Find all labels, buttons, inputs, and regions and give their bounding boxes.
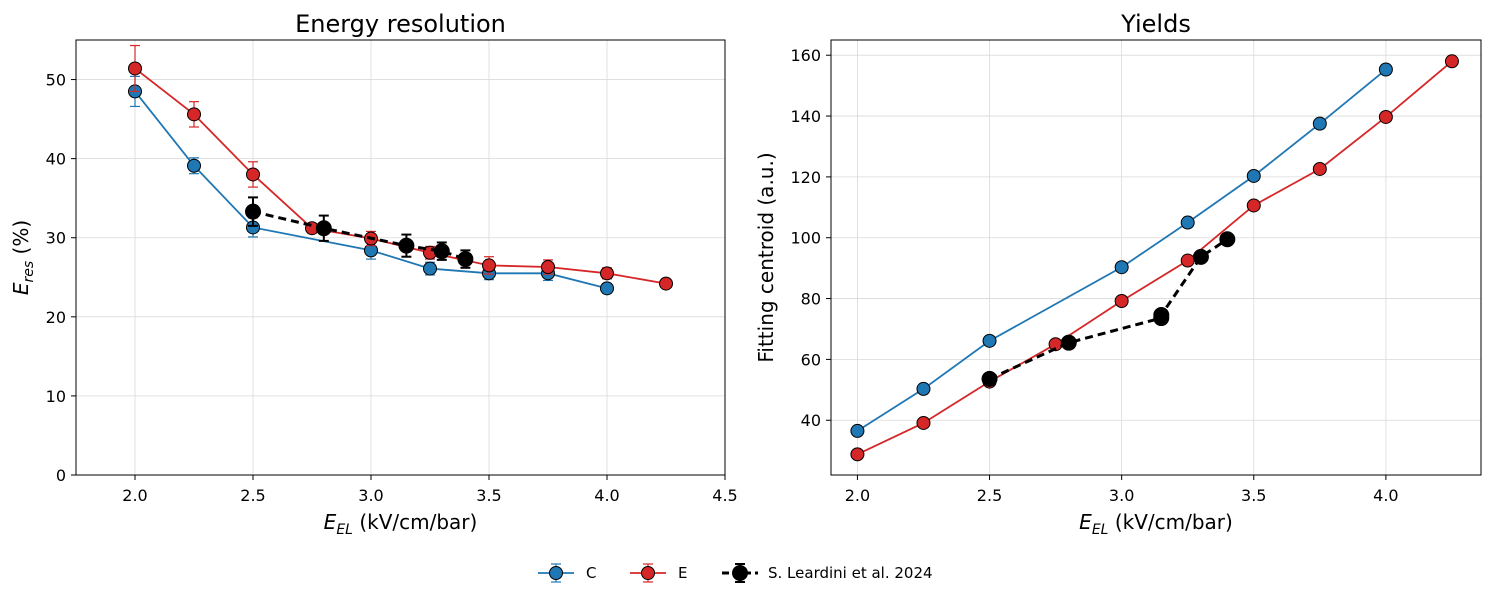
x-axis-label-sub: EL — [336, 522, 353, 538]
x-axis-label-sub: EL — [1092, 522, 1109, 538]
data-point — [423, 261, 437, 276]
data-point — [1153, 306, 1170, 323]
y-tick-label: 50 — [46, 71, 66, 90]
x-tick-label: 3.5 — [476, 486, 501, 505]
data-point — [1444, 54, 1459, 69]
x-tick-label: 4.0 — [1373, 486, 1398, 505]
data-point — [916, 415, 931, 430]
x-tick-label: 4.5 — [712, 486, 737, 505]
x-axis-label-units: (kV/cm/bar) — [353, 510, 477, 534]
data-point — [1060, 334, 1077, 351]
data-point — [981, 370, 998, 387]
data-point — [1180, 253, 1195, 268]
data-point — [457, 251, 474, 268]
legend-label: C — [586, 564, 596, 582]
x-tick-label: 3.0 — [1109, 486, 1134, 505]
legend-marker — [641, 566, 655, 580]
x-tick-label: 3.5 — [1241, 486, 1266, 505]
chart-title: Yields — [1120, 10, 1191, 38]
legend-entry: C — [538, 563, 596, 583]
data-point — [1219, 231, 1236, 248]
y-axis-label-main: Fitting centroid (a.u.) — [754, 152, 778, 362]
data-point — [245, 203, 261, 220]
y-axis-label: Fitting centroid (a.u.) — [754, 152, 778, 362]
x-axis-label-units: (kV/cm/bar) — [1108, 510, 1232, 534]
y-tick-label: 30 — [46, 229, 66, 248]
y-tick-label: 20 — [46, 308, 66, 327]
chart-title: Energy resolution — [295, 10, 506, 38]
yields-panel: 2.0 2.5 3.0 3.5 4.0 40 60 80 100 120 140 160 Yields E… — [754, 10, 1482, 538]
y-tick-label: 0 — [56, 466, 66, 485]
y-axis-label: Eres (%) — [9, 220, 37, 295]
y-tick-label: 40 — [801, 411, 821, 430]
data-point — [1192, 248, 1209, 265]
data-point — [600, 281, 614, 296]
data-point — [128, 61, 142, 76]
data-point — [1114, 294, 1129, 308]
y-tick-label: 60 — [801, 350, 821, 369]
y-axis-label-sub: res — [21, 261, 37, 283]
y-tick-label: 120 — [790, 168, 821, 187]
series-line — [134, 67, 667, 285]
legend-entry: E — [630, 563, 687, 583]
series-s-leardini-et-al-2024 — [981, 231, 1236, 387]
data-point — [1312, 116, 1327, 131]
data-point — [187, 107, 201, 122]
data-point — [1378, 109, 1393, 124]
data-point — [982, 333, 997, 348]
x-tick-label: 4.0 — [594, 486, 619, 505]
series-line — [857, 60, 1453, 456]
legend-entry: S. Leardini et al. 2024 — [722, 563, 933, 583]
y-tick-label: 80 — [801, 290, 821, 309]
series-e — [128, 44, 673, 291]
y-tick-label: 100 — [790, 229, 821, 248]
y-tick-label: 40 — [46, 150, 66, 169]
series-c — [850, 62, 1393, 438]
y-axis-label-main: E — [9, 282, 33, 295]
series-line — [856, 68, 1387, 432]
plot-frame — [75, 39, 726, 476]
data-point — [1246, 168, 1261, 183]
legend-marker — [549, 566, 563, 580]
y-tick-label: 10 — [46, 387, 66, 406]
data-point — [433, 243, 450, 260]
x-axis-label-main: E — [324, 510, 337, 534]
series-s-leardini-et-al-2024 — [245, 196, 474, 269]
x-tick-label: 2.5 — [977, 486, 1002, 505]
x-axis-label-main: E — [1079, 510, 1092, 534]
legend-label: E — [678, 564, 687, 582]
data-point — [187, 158, 201, 173]
data-point — [246, 167, 260, 182]
legend: C E S. Leardini et al. 2024 — [538, 563, 933, 583]
data-point — [398, 237, 415, 254]
data-point — [1378, 62, 1393, 77]
data-point — [1246, 198, 1261, 213]
data-point — [482, 258, 496, 273]
data-point — [315, 220, 332, 237]
y-axis-label-units: (%) — [9, 220, 33, 261]
x-tick-label: 2.0 — [122, 486, 147, 505]
energy-resolution-panel: 2.0 2.5 3.0 3.5 4.0 4.5 0 10 20 30 40 50 Energy reso… — [9, 10, 738, 538]
x-tick-label: 2.0 — [845, 486, 870, 505]
x-axis-label: EEL (kV/cm/bar) — [1079, 510, 1233, 538]
data-point — [1114, 260, 1129, 275]
legend-label: S. Leardini et al. 2024 — [768, 564, 933, 582]
data-point — [1312, 161, 1327, 176]
x-axis-label: EEL (kV/cm/bar) — [324, 510, 478, 538]
data-point — [850, 447, 865, 462]
data-point — [1180, 215, 1195, 230]
series-line — [134, 90, 608, 290]
legend-marker — [732, 565, 748, 581]
data-point — [541, 259, 555, 274]
y-tick-label: 160 — [790, 46, 821, 65]
data-point — [916, 381, 931, 396]
y-tick-label: 140 — [790, 107, 821, 126]
data-point — [659, 276, 673, 291]
plot-frame — [830, 39, 1482, 476]
x-tick-label: 2.5 — [240, 486, 265, 505]
x-tick-label: 3.0 — [358, 486, 383, 505]
data-point — [850, 423, 865, 438]
data-point — [600, 266, 614, 281]
